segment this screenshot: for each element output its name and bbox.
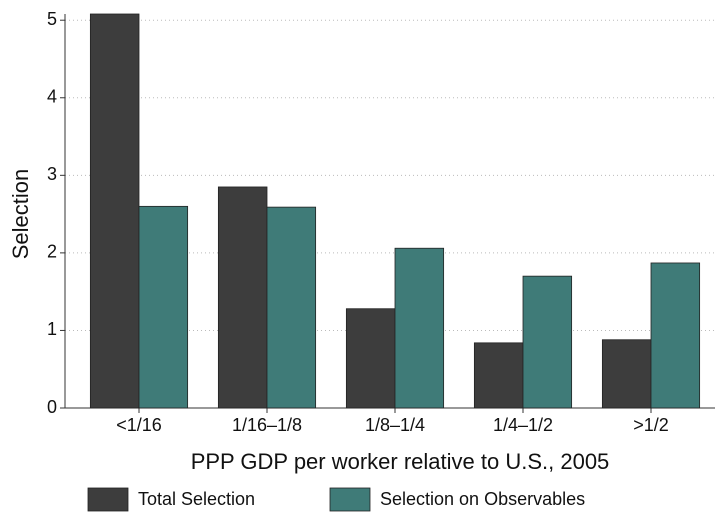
bar [345,308,396,409]
legend-label: Selection on Observables [380,489,585,509]
bar [394,247,445,409]
y-axis-label: Selection [8,169,33,260]
x-tick-label: >1/2 [633,415,669,435]
bar [266,206,317,409]
y-tick-label: 4 [47,87,57,107]
legend-label: Total Selection [138,489,255,509]
bar [138,205,189,409]
x-axis-label: PPP GDP per worker relative to U.S., 200… [191,449,610,474]
bar [473,342,524,409]
y-tick-label: 3 [47,164,57,184]
x-tick-label: 1/8–1/4 [365,415,425,435]
y-tick-label: 0 [47,397,57,417]
bar [522,275,573,409]
bar [217,186,268,409]
legend-swatch [329,487,371,512]
bar [601,339,652,409]
y-tick-label: 2 [47,242,57,262]
x-tick-label: 1/16–1/8 [232,415,302,435]
legend-swatch [87,487,129,512]
x-tick-label: <1/16 [116,415,162,435]
bar [89,13,140,409]
y-tick-label: 5 [47,9,57,29]
bar [650,262,701,409]
x-tick-label: 1/4–1/2 [493,415,553,435]
y-tick-label: 1 [47,319,57,339]
